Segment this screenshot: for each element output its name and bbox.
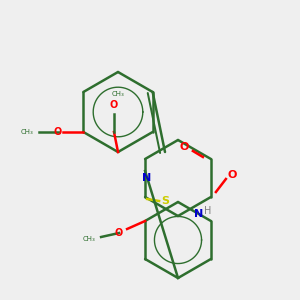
Text: N: N [194, 209, 203, 219]
Text: CH₃: CH₃ [21, 129, 33, 135]
Text: H: H [204, 206, 212, 216]
Text: O: O [228, 170, 237, 180]
Text: O: O [115, 228, 123, 238]
Text: O: O [110, 100, 118, 110]
Text: N: N [142, 173, 152, 183]
Text: O: O [53, 127, 61, 137]
Text: CH₃: CH₃ [82, 236, 95, 242]
Text: S: S [161, 196, 169, 206]
Text: O: O [179, 142, 189, 152]
Text: CH₃: CH₃ [112, 91, 124, 97]
